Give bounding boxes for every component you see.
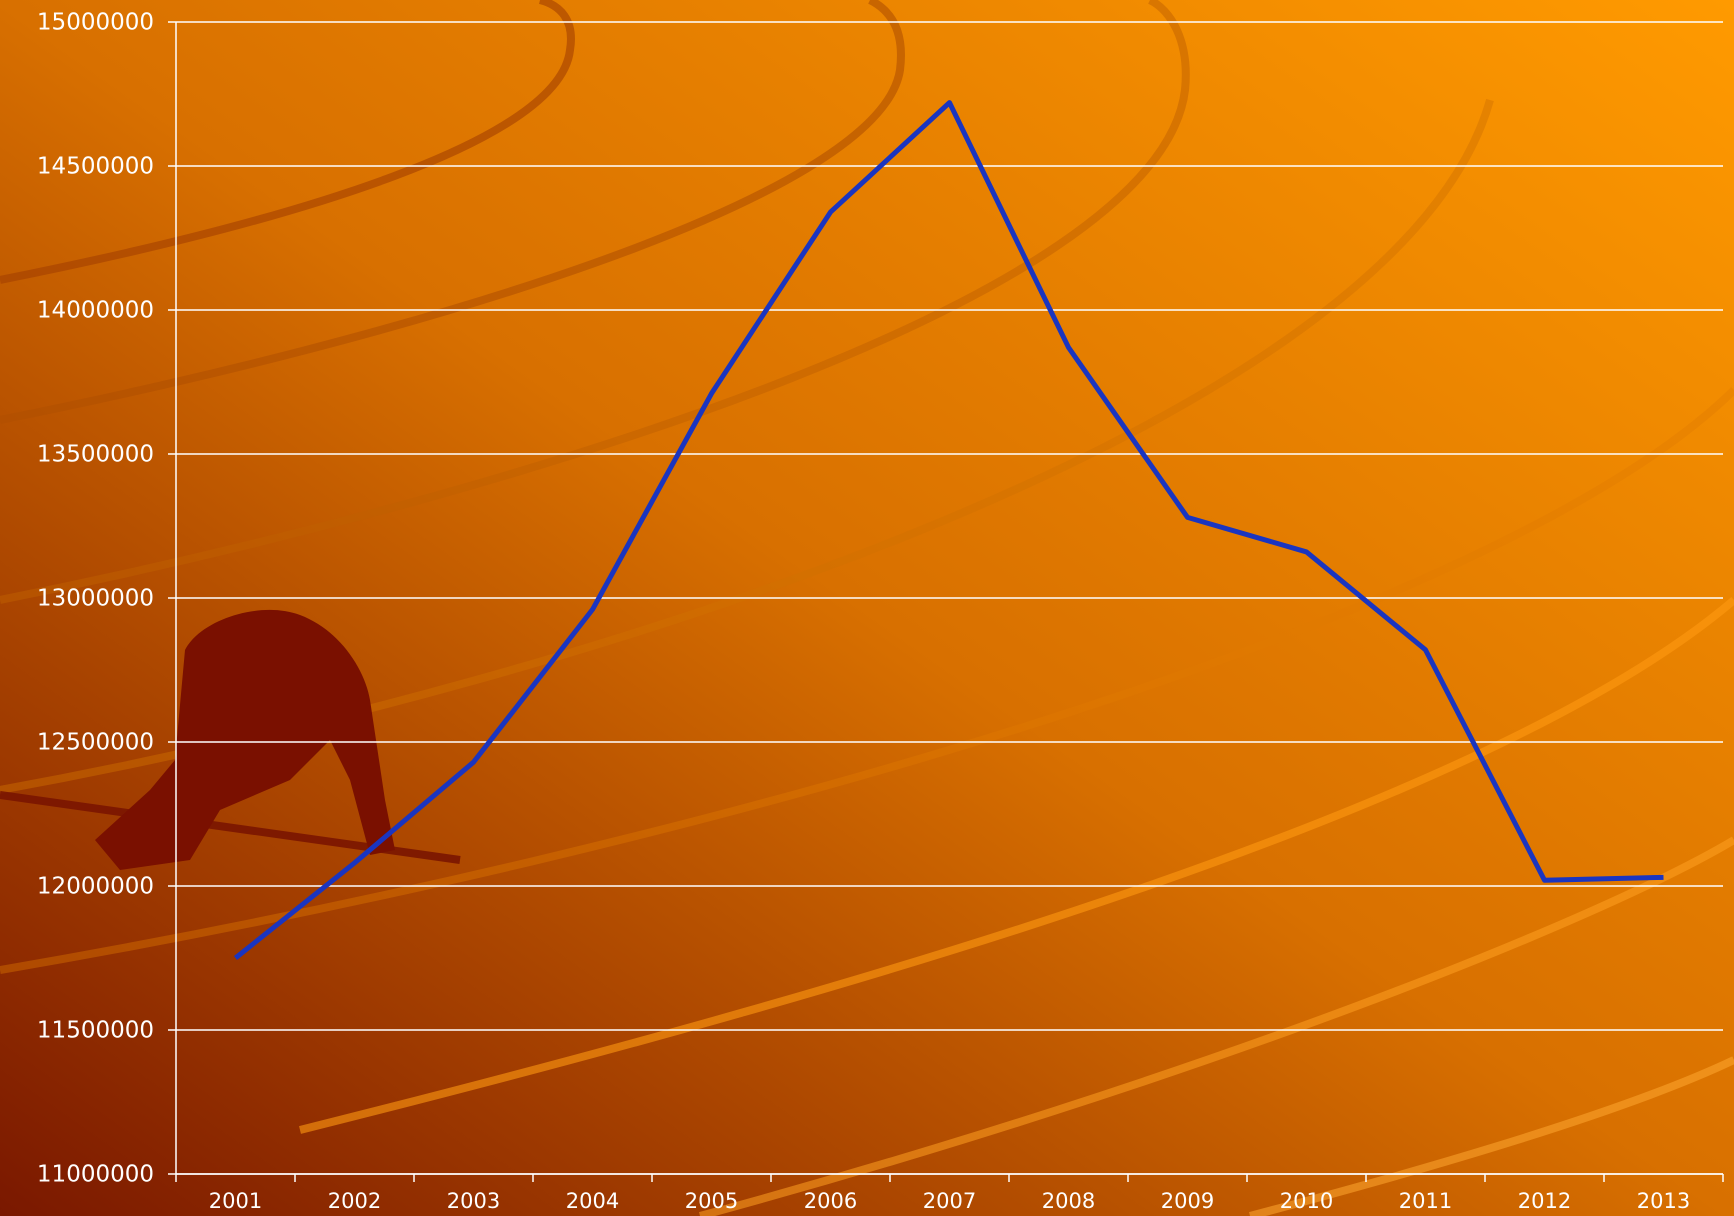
y-tick-label: 12000000 xyxy=(37,874,154,900)
y-tick-label: 15000000 xyxy=(37,10,154,36)
x-tick-label: 2001 xyxy=(209,1189,262,1213)
x-tick-label: 2012 xyxy=(1518,1189,1571,1213)
x-tick-label: 2002 xyxy=(328,1189,381,1213)
y-tick-label: 14500000 xyxy=(37,154,154,180)
y-tick-label: 11000000 xyxy=(37,1162,154,1188)
y-tick-label: 12500000 xyxy=(37,730,154,756)
y-tick-label: 14000000 xyxy=(37,298,154,324)
y-tick-label: 13500000 xyxy=(37,442,154,468)
x-tick-label: 2003 xyxy=(447,1189,500,1213)
y-tick-label: 11500000 xyxy=(37,1018,154,1044)
x-tick-label: 2006 xyxy=(804,1189,857,1213)
x-tick-label: 2007 xyxy=(923,1189,976,1213)
x-tick-label: 2005 xyxy=(685,1189,738,1213)
x-tick-label: 2009 xyxy=(1161,1189,1214,1213)
x-tick-label: 2004 xyxy=(566,1189,619,1213)
x-tick-label: 2013 xyxy=(1637,1189,1690,1213)
data-line xyxy=(233,100,1664,960)
y-tick-label: 13000000 xyxy=(37,586,154,612)
runner-decoration xyxy=(95,609,395,870)
x-tick-label: 2011 xyxy=(1399,1189,1452,1213)
x-tick-label: 2008 xyxy=(1042,1189,1095,1213)
x-tick-label: 2010 xyxy=(1280,1189,1333,1213)
